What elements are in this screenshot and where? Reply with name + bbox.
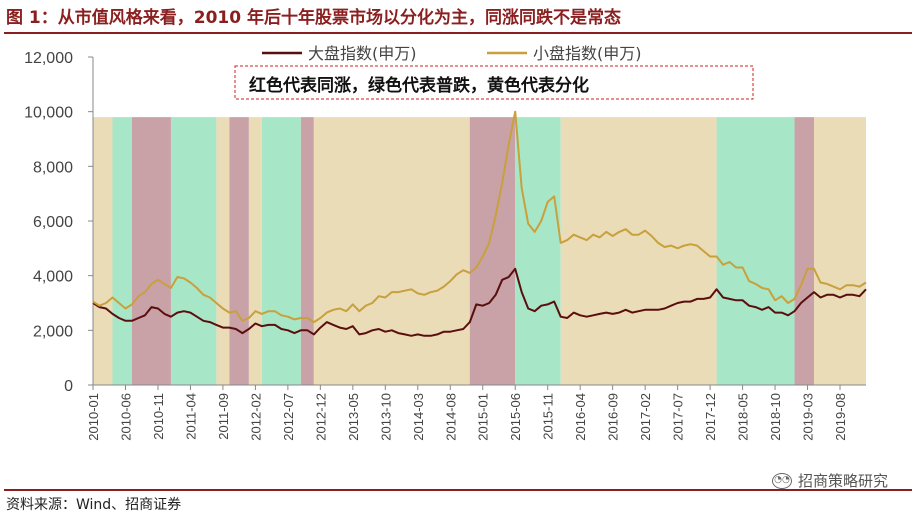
x-tick-label: 2018-10 bbox=[768, 393, 783, 441]
regime-band-red bbox=[300, 117, 314, 385]
y-tick-label: 8,000 bbox=[33, 159, 73, 176]
y-tick-label: 12,000 bbox=[24, 50, 73, 67]
regime-band-red bbox=[469, 117, 516, 385]
annotation-box bbox=[234, 65, 754, 100]
x-tick-label: 2016-04 bbox=[573, 393, 588, 441]
x-tick-label: 2013-10 bbox=[378, 393, 393, 441]
x-tick-label: 2012-02 bbox=[248, 393, 263, 441]
figure-title: 图 1：从市值风格来看，2010 年后十年股票市场以分化为主，同涨同跌不是常态 bbox=[6, 8, 621, 28]
x-tick-label: 2015-11 bbox=[541, 393, 556, 440]
series-line-1 bbox=[92, 267, 867, 337]
regime-band-yellow bbox=[248, 117, 262, 385]
regime-band-red bbox=[229, 117, 249, 385]
y-tick-label: 10,000 bbox=[24, 105, 73, 122]
chart: 0 2,000 4,000 6,000 8,000 10,000 12,000 2010-01… bbox=[24, 44, 867, 441]
annotation-text: 红色代表同涨，绿色代表普跌，黄色代表分化 bbox=[249, 75, 589, 96]
wechat-icon: ◔◔ bbox=[771, 472, 792, 489]
x-tick-label: 2019-08 bbox=[833, 393, 848, 441]
x-tick-label: 2012-12 bbox=[313, 393, 328, 441]
x-tick-label: 2010-11 bbox=[151, 393, 166, 440]
brand-label: 招商策略研究 bbox=[797, 472, 888, 490]
regime-band-green bbox=[170, 117, 217, 385]
y-tick-label: 4,000 bbox=[33, 269, 73, 286]
regime-band-green bbox=[716, 117, 795, 385]
brand-watermark: ◔◔ 招商策略研究 bbox=[771, 470, 888, 491]
x-tick-label: 2014-03 bbox=[411, 393, 426, 441]
regime-band-green bbox=[112, 117, 132, 385]
regime-band-yellow bbox=[93, 117, 113, 385]
title-divider bbox=[4, 32, 912, 34]
x-tick-label: 2017-02 bbox=[638, 393, 653, 441]
regime-band-yellow bbox=[313, 117, 470, 385]
regime-band-yellow bbox=[560, 117, 717, 385]
regime-band-red bbox=[131, 117, 171, 385]
x-tick-label: 2016-09 bbox=[606, 393, 621, 441]
x-tick-label: 2012-07 bbox=[281, 393, 296, 441]
x-tick-label: 2013-05 bbox=[346, 393, 361, 441]
x-tick-label: 2017-12 bbox=[703, 393, 718, 441]
regime-band-yellow bbox=[216, 117, 230, 385]
x-tick-label: 2010-01 bbox=[86, 393, 101, 441]
x-tick-label: 2010-06 bbox=[118, 393, 133, 441]
x-tick-label: 2017-07 bbox=[671, 393, 686, 441]
y-tick-label: 0 bbox=[64, 378, 73, 395]
x-tick-label: 2015-06 bbox=[508, 393, 523, 441]
y-tick-label: 2,000 bbox=[33, 323, 73, 340]
x-tick-label: 2018-05 bbox=[736, 393, 751, 441]
x-tick-label: 2014-08 bbox=[443, 393, 458, 441]
regime-band-green bbox=[515, 117, 561, 385]
legend-label-2: 小盘指数(申万) bbox=[533, 44, 642, 63]
x-tick-label: 2011-09 bbox=[216, 393, 231, 440]
legend-label-1: 大盘指数(申万) bbox=[308, 44, 417, 63]
series-line-2 bbox=[92, 110, 867, 324]
y-tick-label: 6,000 bbox=[33, 214, 73, 231]
source-note: 资料来源：Wind、招商证券 bbox=[6, 497, 182, 513]
regime-band-green bbox=[261, 117, 301, 385]
regime-band-red bbox=[794, 117, 815, 385]
x-tick-label: 2019-03 bbox=[801, 393, 816, 441]
footer-divider bbox=[4, 489, 912, 491]
x-tick-label: 2011-04 bbox=[183, 393, 198, 440]
x-tick-label: 2015-01 bbox=[476, 393, 491, 441]
regime-band-yellow bbox=[814, 117, 866, 385]
